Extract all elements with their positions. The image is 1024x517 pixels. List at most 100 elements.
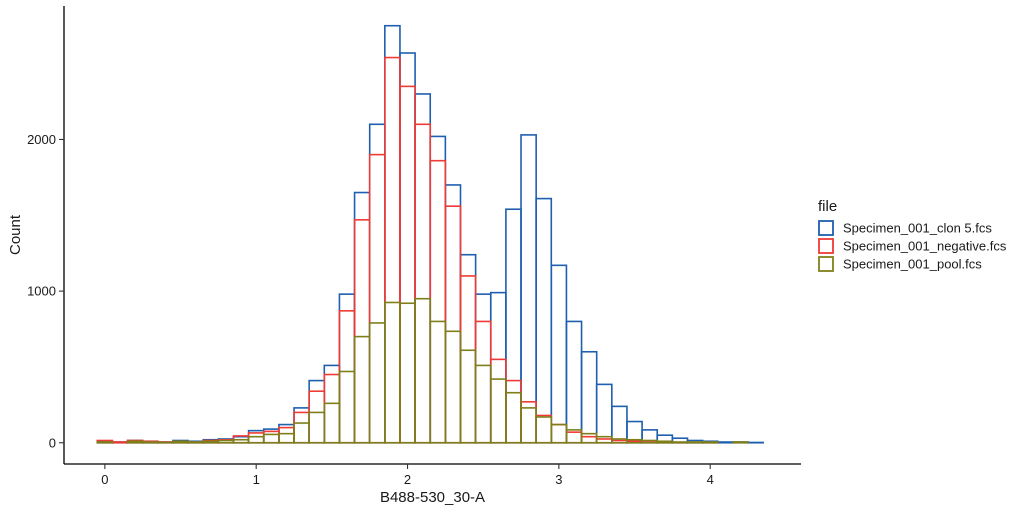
x-tick-label: 0	[101, 472, 108, 487]
bar	[264, 431, 279, 442]
bar	[551, 265, 566, 442]
bar	[445, 331, 460, 442]
bar	[491, 359, 506, 442]
bar	[400, 53, 415, 443]
bar	[430, 321, 445, 442]
series-2	[97, 58, 717, 443]
bar	[491, 293, 506, 443]
bar	[415, 94, 430, 443]
bar	[476, 365, 491, 442]
bar	[385, 26, 400, 443]
bar	[370, 323, 385, 443]
bar	[400, 303, 415, 443]
bar	[536, 199, 551, 443]
bar	[506, 393, 521, 443]
legend-key	[819, 257, 833, 271]
bar	[582, 352, 597, 443]
bar	[339, 311, 354, 443]
bar	[566, 432, 581, 443]
bar	[536, 415, 551, 442]
bar	[733, 442, 748, 443]
bar	[521, 408, 536, 443]
y-tick-label: 2000	[27, 132, 56, 147]
bar	[218, 440, 233, 442]
bar	[688, 442, 703, 443]
bar	[385, 302, 400, 442]
bar	[355, 193, 370, 443]
bar	[506, 209, 521, 443]
bar	[551, 425, 566, 443]
bar	[128, 441, 143, 443]
bar	[370, 155, 385, 443]
bar	[612, 406, 627, 442]
bar	[324, 375, 339, 443]
bar	[188, 442, 203, 443]
bar	[294, 423, 309, 443]
bar	[143, 442, 158, 443]
bar	[309, 412, 324, 442]
bar	[445, 185, 460, 443]
bar	[355, 337, 370, 443]
bar	[112, 442, 127, 443]
bar	[461, 350, 476, 443]
x-tick-label: 2	[404, 472, 411, 487]
legend-label: Specimen_001_pool.fcs	[843, 257, 982, 272]
bar	[597, 384, 612, 442]
bar	[339, 371, 354, 442]
bar	[521, 135, 536, 443]
bar	[672, 442, 687, 443]
x-tick-label: 1	[253, 472, 260, 487]
bar	[249, 437, 264, 443]
bar	[445, 206, 460, 443]
y-tick-label: 0	[49, 435, 56, 450]
bar	[279, 434, 294, 443]
bar	[279, 428, 294, 443]
bar	[430, 161, 445, 443]
bar	[370, 124, 385, 442]
bar	[491, 379, 506, 443]
bar	[324, 403, 339, 442]
plot-area	[97, 26, 763, 443]
bar	[430, 136, 445, 442]
bar	[582, 434, 597, 443]
legend-key	[819, 239, 833, 253]
bar	[385, 58, 400, 443]
bar	[415, 124, 430, 442]
bar	[461, 276, 476, 443]
bar	[400, 86, 415, 442]
bar	[476, 294, 491, 443]
bar	[506, 381, 521, 443]
bar	[233, 440, 248, 443]
bar	[249, 433, 264, 443]
legend-title: file	[818, 198, 837, 215]
bar	[461, 255, 476, 443]
bar	[309, 391, 324, 443]
axes: 0 1 2 3 4 0 1000 2000	[27, 6, 801, 487]
bar	[657, 441, 672, 443]
bar	[203, 441, 218, 443]
bar	[476, 321, 491, 442]
bar	[566, 321, 581, 442]
legend-label: Specimen_001_negative.fcs	[843, 239, 1007, 254]
bar	[294, 412, 309, 442]
bar	[582, 437, 597, 443]
x-tick-label: 3	[555, 472, 562, 487]
bar	[703, 442, 718, 443]
x-tick-label: 4	[707, 472, 714, 487]
bar	[415, 299, 430, 443]
legend-key	[819, 221, 833, 235]
bar	[339, 294, 354, 443]
x-axis-title: B488-530_30-A	[380, 489, 485, 506]
bar	[536, 417, 551, 443]
bar	[97, 442, 112, 443]
y-tick-label: 1000	[27, 284, 56, 299]
legend-label: Specimen_001_clon 5.fcs	[843, 221, 992, 236]
bar	[355, 220, 370, 443]
bar	[551, 425, 566, 443]
series-3	[97, 299, 748, 443]
bar	[264, 434, 279, 442]
legend: file Specimen_001_clon 5.fcs Specimen_001…	[818, 198, 1007, 272]
bar	[173, 441, 188, 443]
